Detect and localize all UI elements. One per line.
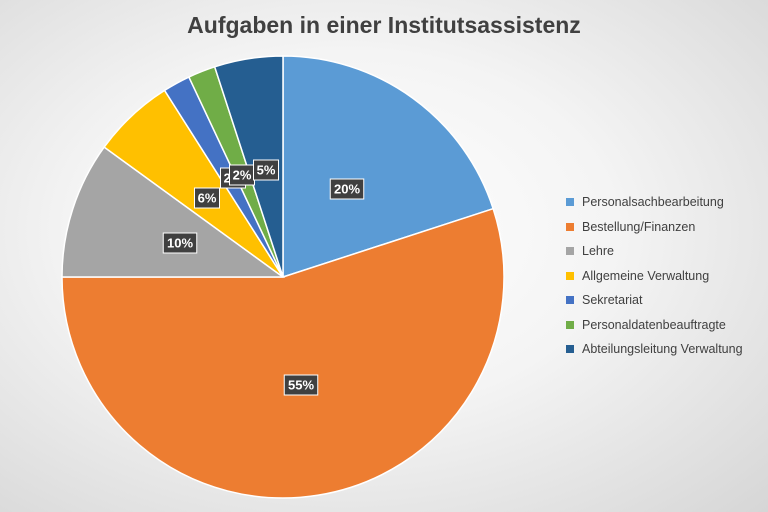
data-label-2: 10% — [162, 232, 198, 254]
data-label-box-2 — [162, 232, 198, 254]
legend-item-2: Lehre — [566, 239, 766, 264]
legend-item-0: Personalsachbearbeitung — [566, 190, 766, 215]
pie-data-labels: 20%55%10%6%2%2%5% — [162, 159, 365, 396]
chart-title: Aufgaben in einer Institutsassistenz — [187, 12, 581, 38]
legend-item-4: Sekretariat — [566, 288, 766, 313]
legend-label: Bestellung/Finanzen — [582, 219, 696, 234]
legend-swatch — [566, 222, 574, 231]
data-label-text-0: 20% — [334, 182, 360, 197]
pie-slice-0 — [282, 55, 495, 279]
data-label-6: 5% — [253, 159, 279, 181]
legend-swatch — [566, 296, 574, 305]
data-label-box-1 — [283, 374, 319, 396]
legend-label: Allgemeine Verwaltung — [582, 268, 710, 283]
data-label-text-6: 5% — [257, 163, 276, 178]
data-label-3: 6% — [194, 187, 220, 209]
chart-legend: Personalsachbearbeitung Bestellung/Finanz… — [566, 190, 766, 362]
pie-slices — [61, 55, 505, 499]
legend-swatch — [566, 198, 574, 207]
legend-swatch — [566, 320, 574, 329]
legend-swatch — [566, 271, 574, 280]
data-label-text-1: 55% — [288, 378, 314, 393]
legend-label: Abteilungsleitung Verwaltung — [582, 342, 743, 357]
data-label-box-3 — [194, 187, 220, 209]
data-label-text-2: 10% — [167, 236, 193, 251]
legend-label: Personaldatenbeauftragte — [582, 317, 726, 332]
data-label-text-3: 6% — [198, 191, 217, 206]
pie-slice-1 — [61, 207, 505, 499]
legend-swatch — [566, 345, 574, 354]
legend-item-1: Bestellung/Finanzen — [566, 215, 766, 240]
legend-label: Sekretariat — [582, 293, 643, 308]
legend-item-3: Allgemeine Verwaltung — [566, 264, 766, 289]
data-label-box-0 — [329, 178, 365, 200]
data-label-text-5: 2% — [233, 168, 252, 183]
legend-label: Lehre — [582, 244, 614, 259]
data-label-0: 20% — [329, 178, 365, 200]
legend-swatch — [566, 247, 574, 256]
legend-label: Personalsachbearbeitung — [582, 195, 724, 210]
pie-slice-2 — [61, 146, 286, 278]
legend-item-6: Abteilungsleitung Verwaltung — [566, 337, 766, 362]
legend-item-5: Personaldatenbeauftragte — [566, 313, 766, 338]
data-label-box-6 — [253, 159, 279, 181]
data-label-1: 55% — [283, 374, 319, 396]
data-label-5: 2% — [229, 164, 255, 186]
